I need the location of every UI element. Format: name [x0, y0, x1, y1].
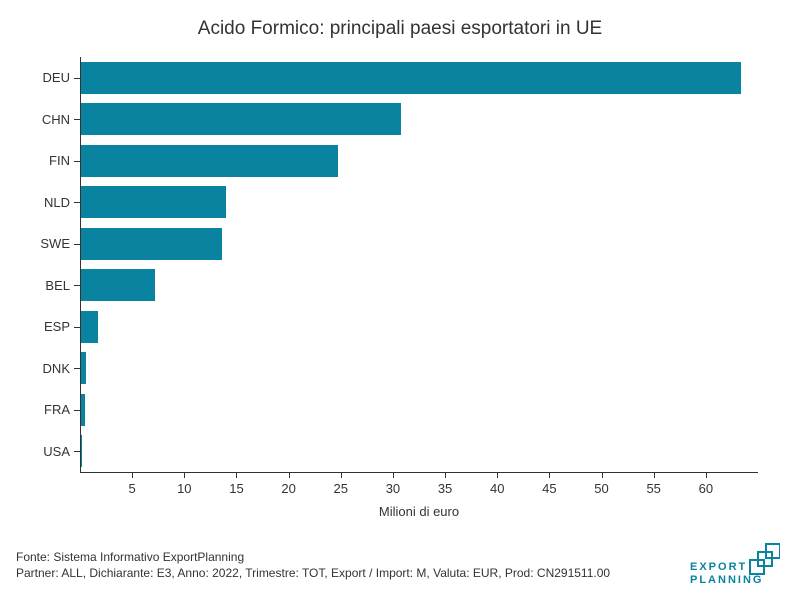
bar [81, 394, 85, 426]
bar [81, 103, 401, 135]
x-tick-mark [341, 472, 342, 478]
x-tick-mark [184, 472, 185, 478]
x-tick-label: 40 [490, 481, 504, 496]
y-tick-mark [74, 161, 80, 162]
x-tick-mark [706, 472, 707, 478]
bar [81, 435, 82, 467]
footer-details: Partner: ALL, Dichiarante: E3, Anno: 202… [16, 566, 610, 580]
x-tick-label: 10 [177, 481, 191, 496]
category-label: FIN [49, 153, 70, 168]
y-tick-mark [74, 451, 80, 452]
logo-text-2: PLANNING [690, 574, 763, 586]
x-tick-mark [236, 472, 237, 478]
x-tick-mark [497, 472, 498, 478]
x-tick-label: 50 [594, 481, 608, 496]
x-tick-label: 30 [386, 481, 400, 496]
x-tick-label: 5 [129, 481, 136, 496]
y-tick-mark [74, 244, 80, 245]
y-tick-mark [74, 202, 80, 203]
x-axis-label: Milioni di euro [80, 504, 758, 519]
bar [81, 269, 155, 301]
x-tick-label: 55 [646, 481, 660, 496]
x-tick-label: 25 [334, 481, 348, 496]
exportplanning-logo: EXPORT PLANNING [690, 536, 780, 586]
y-tick-mark [74, 368, 80, 369]
y-tick-mark [74, 285, 80, 286]
category-label: DEU [43, 70, 70, 85]
bar [81, 311, 98, 343]
x-tick-label: 60 [699, 481, 713, 496]
bar [81, 352, 86, 384]
y-tick-mark [74, 78, 80, 79]
category-label: CHN [42, 112, 70, 127]
x-tick-mark [654, 472, 655, 478]
category-label: ESP [44, 319, 70, 334]
category-label: FRA [44, 402, 70, 417]
x-tick-mark [132, 472, 133, 478]
x-tick-label: 20 [281, 481, 295, 496]
y-tick-mark [74, 119, 80, 120]
x-tick-mark [549, 472, 550, 478]
x-tick-label: 15 [229, 481, 243, 496]
x-tick-mark [602, 472, 603, 478]
bar [81, 62, 741, 94]
category-label: NLD [44, 195, 70, 210]
plot-area: 51015202530354045505560 [80, 57, 758, 472]
x-tick-label: 45 [542, 481, 556, 496]
bar [81, 228, 222, 260]
x-tick-mark [393, 472, 394, 478]
category-label: BEL [45, 278, 70, 293]
bar [81, 186, 226, 218]
chart-container: { "chart": { "type": "horizontal-bar", "… [0, 0, 800, 600]
x-tick-mark [445, 472, 446, 478]
category-label: SWE [40, 236, 70, 251]
x-tick-mark [289, 472, 290, 478]
logo-text-1: EXPORT [690, 561, 747, 573]
x-tick-label: 35 [438, 481, 452, 496]
y-tick-mark [74, 410, 80, 411]
bar [81, 145, 338, 177]
category-label: USA [43, 444, 70, 459]
x-axis-line [80, 472, 758, 473]
footer-source: Fonte: Sistema Informativo ExportPlannin… [16, 550, 244, 564]
category-label: DNK [43, 361, 70, 376]
y-tick-mark [74, 327, 80, 328]
chart-title: Acido Formico: principali paesi esportat… [0, 18, 800, 40]
